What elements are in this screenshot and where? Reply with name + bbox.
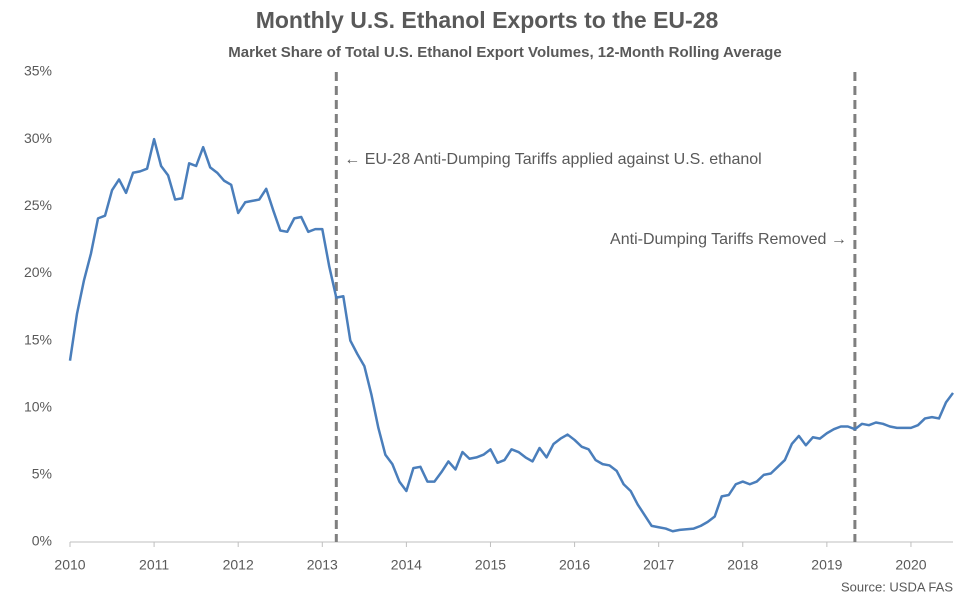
chart-title: Monthly U.S. Ethanol Exports to the EU-2… [256,7,719,33]
source: Source: USDA FAS [841,579,953,594]
y-tick-label: 10% [24,398,52,414]
annotation: ← EU-28 Anti-Dumping Tariffs applied aga… [344,151,761,168]
y-tick-label: 15% [24,331,52,347]
y-tick-label: 20% [24,264,52,280]
x-tick-label: 2016 [559,557,590,573]
y-tick-label: 0% [32,533,52,549]
x-tick-label: 2018 [727,557,758,573]
x-tick-label: 2014 [391,557,422,573]
x-tick-label: 2010 [54,557,85,573]
data-line [68,137,955,533]
x-tick-label: 2015 [475,557,506,573]
x-tick-label: 2020 [895,557,926,573]
x-tick-label: 2011 [139,557,169,573]
y-tick-label: 25% [24,197,52,213]
x-tick-label: 2019 [811,557,842,573]
y-tick-label: 5% [32,466,52,482]
x-tick-label: 2017 [643,557,674,573]
annotation: Anti-Dumping Tariffs Removed → [610,231,847,248]
x-tick-label: 2012 [223,557,254,573]
y-tick-label: 35% [24,63,52,79]
x-tick-label: 2013 [307,557,338,573]
chart-subtitle: Market Share of Total U.S. Ethanol Expor… [228,44,781,61]
y-tick-label: 30% [24,130,52,146]
